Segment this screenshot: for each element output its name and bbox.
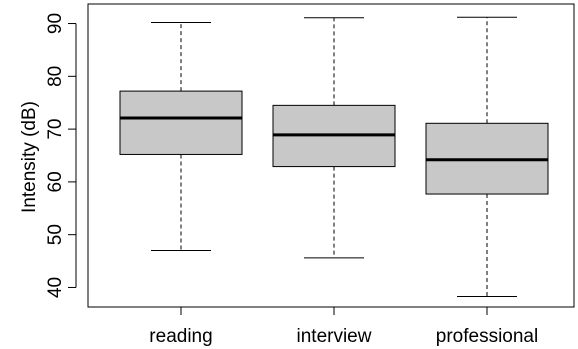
boxes	[120, 17, 548, 296]
y-tick-label: 60	[45, 171, 66, 192]
x-tick-label: interview	[297, 326, 372, 347]
y-tick-label: 40	[45, 277, 66, 298]
y-tick-label: 80	[45, 66, 66, 87]
iqr-box	[120, 91, 242, 154]
y-tick-label: 90	[45, 13, 66, 34]
x-axis: reading interview professional	[149, 307, 538, 347]
x-tick-label: professional	[436, 326, 538, 347]
box-professional	[426, 17, 548, 296]
x-tick-label: reading	[149, 326, 212, 347]
y-tick-label: 50	[45, 224, 66, 245]
y-tick-label: 70	[45, 119, 66, 140]
y-axis: 40 50 60 70 80 90	[45, 13, 76, 298]
box-reading	[120, 22, 242, 250]
box-interview	[273, 18, 395, 258]
y-axis-title: Intensity (dB)	[19, 101, 40, 213]
